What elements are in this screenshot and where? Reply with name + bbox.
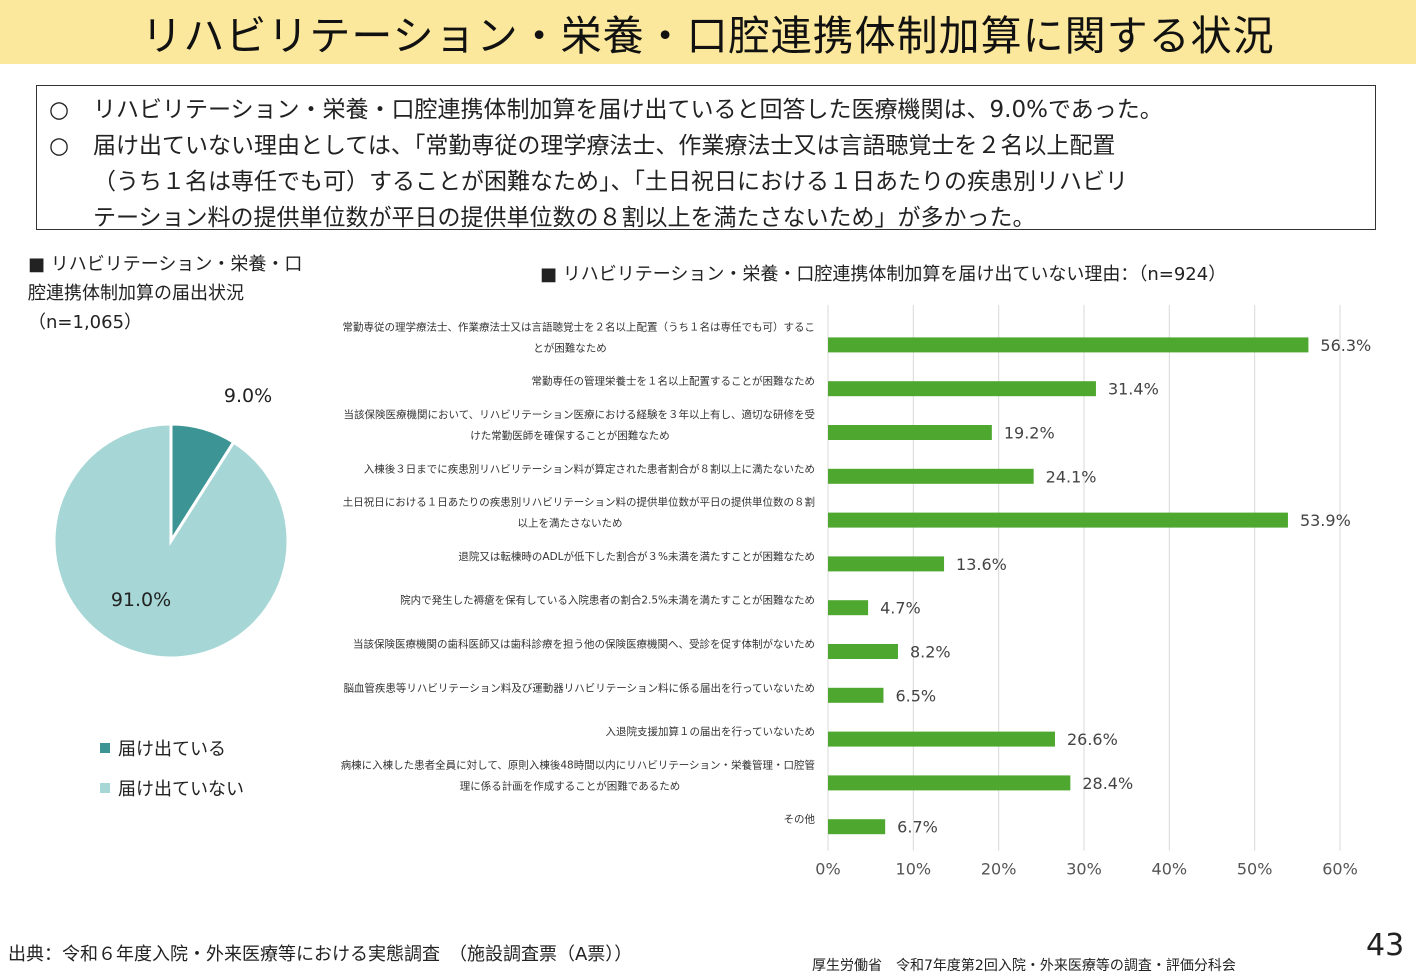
- summary-box: ○ リハビリテーション・栄養・口腔連携体制加算を届け出ていると回答した医療機関は、…: [36, 85, 1376, 231]
- bar: [828, 512, 1288, 528]
- bar-value-label: 8.2%: [910, 643, 951, 662]
- x-tick-label: 60%: [1322, 860, 1358, 879]
- bar-value-label: 53.9%: [1300, 511, 1351, 530]
- x-tick-label: 40%: [1152, 860, 1188, 879]
- bar: [828, 337, 1309, 353]
- bar-value-label: 6.5%: [895, 686, 936, 705]
- pie-legend: 届け出ている 届け出ていない: [100, 728, 244, 808]
- legend-swatch: [100, 783, 110, 793]
- legend-item: 届け出ている: [100, 728, 244, 768]
- category-label: 院内で発生した褥瘡を保有している入院患者の割合2.5%未満を満たすことが困難なた…: [400, 594, 815, 607]
- bar: [828, 468, 1034, 484]
- category-label: 病棟に入棟した患者全員に対して、原則入棟後48時間以内にリハビリテーション・栄養…: [341, 758, 815, 771]
- x-tick-label: 0%: [815, 860, 840, 879]
- category-label: けた常勤医師を確保することが困難なため: [470, 429, 670, 442]
- category-label: 脳血管疾患等リハビリテーション料及び運動器リハビリテーション料に係る届出を行って…: [343, 681, 815, 694]
- page-title: リハビリテーション・栄養・口腔連携体制加算に関する状況: [141, 12, 1275, 60]
- category-label: 退院又は転棟時のADLが低下した割合が３%未満を満たすことが困難なため: [458, 550, 815, 563]
- bar-value-label: 4.7%: [880, 599, 921, 618]
- summary-line-1: ○ リハビリテーション・栄養・口腔連携体制加算を届け出ていると回答した医療機関は、…: [49, 92, 1365, 128]
- legend-swatch: [100, 743, 110, 753]
- bar: [828, 819, 886, 835]
- category-label: 以上を満たさないため: [518, 518, 623, 530]
- bar-chart-title: ■ リハビリテーション・栄養・口腔連携体制加算を届け出ていない理由：（n=924…: [540, 264, 1227, 285]
- summary-line-2: ○ 届け出ていない理由としては、「常勤専従の理学療法士、作業療法士又は言語聴覚士を…: [49, 128, 1365, 164]
- bar: [828, 644, 898, 659]
- bullet-circle-icon: ○: [49, 133, 70, 159]
- bar-value-label: 26.6%: [1067, 730, 1118, 749]
- bar-value-label: 6.7%: [897, 818, 938, 837]
- bar-value-label: 13.6%: [956, 555, 1007, 574]
- bullet-circle-icon: ○: [49, 97, 70, 123]
- category-label: 当該保険医療機関において、リハビリテーション医療における経験を３年以上有し、適切…: [344, 408, 815, 421]
- x-tick-label: 20%: [981, 860, 1017, 879]
- title-bar: リハビリテーション・栄養・口腔連携体制加算に関する状況: [0, 0, 1416, 64]
- bar-chart: 0% 10% 20% 30% 40% 50% 60% 56.3% 常勤専従の理学療法士、作業療法…: [341, 305, 1371, 879]
- category-label: 入退院支援加算１の届出を行っていないため: [606, 725, 815, 738]
- bar: [828, 425, 992, 440]
- legend-label: 届け出ていない: [118, 779, 244, 800]
- x-tick-label: 10%: [896, 860, 932, 879]
- pie-chart: 9.0% 91.0%: [52, 385, 290, 660]
- legend-label: 届け出ている: [118, 739, 226, 760]
- pie-slice: [52, 422, 290, 660]
- bar: [828, 381, 1096, 397]
- bar: [828, 600, 869, 616]
- bar-value-label: 31.4%: [1108, 380, 1159, 399]
- pie-slice-label: 9.0%: [224, 385, 272, 407]
- pie-chart-title: ■ リハビリテーション・栄養・口腔連携体制加算の届出状況（n=1,065）: [28, 254, 303, 333]
- bar-value-label: 24.1%: [1046, 467, 1097, 486]
- source-note: 出典：令和６年度入院・外来医療等における実態調査 （施設調査票（A票））: [8, 944, 633, 965]
- category-label: 常勤専従の理学療法士、作業療法士又は言語聴覚士を２名以上配置（うち１名は専任でも…: [343, 320, 816, 333]
- x-tick-label: 30%: [1066, 860, 1102, 879]
- category-label: 理に係る計画を作成することが困難であるため: [460, 779, 680, 792]
- bar-value-label: 19.2%: [1004, 424, 1055, 443]
- summary-line-3: （うち１名は専任でも可）することが困難なため」、「土日祝日における１日あたりの疾…: [93, 169, 1128, 195]
- summary-line-4: テーション料の提供単位数が平日の提供単位数の８割以上を満たさないため」が多かった…: [93, 205, 1036, 231]
- bar: [828, 687, 884, 703]
- legend-item: 届け出ていない: [100, 768, 244, 808]
- category-label: 土日祝日における１日あたりの疾患別リハビリテーション料の提供単位数が平日の提供単…: [343, 496, 815, 509]
- category-label: とが困難なため: [533, 341, 607, 354]
- bar: [828, 556, 945, 572]
- bar: [828, 731, 1055, 747]
- x-tick-label: 50%: [1237, 860, 1273, 879]
- category-label: 当該保険医療機関の歯科医師又は歯科診療を担う他の保険医療機関へ、受診を促す体制が…: [353, 638, 815, 651]
- category-label: 常勤専任の管理栄養士を１名以上配置することが困難なため: [532, 375, 816, 388]
- page-number: 43: [1366, 928, 1405, 963]
- bar: [828, 775, 1071, 791]
- organization-note: 厚生労働省 令和7年度第2回入院・外来医療等の調査・評価分科会: [812, 958, 1236, 974]
- pie-slice-label: 91.0%: [111, 589, 171, 611]
- bar-value-label: 56.3%: [1320, 336, 1371, 355]
- category-label: 入棟後３日までに疾患別リハビリテーション料が算定された患者割合が８割以上に満たな…: [364, 462, 815, 475]
- bar-value-label: 28.4%: [1082, 774, 1133, 793]
- category-label: その他: [784, 813, 816, 826]
